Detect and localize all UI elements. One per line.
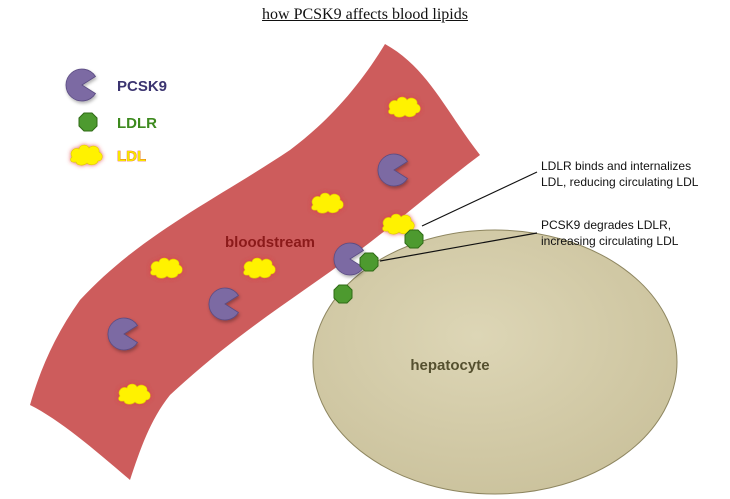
hepatocyte-label: hepatocyte [410,357,489,374]
legend-ldl-icon [70,144,103,166]
note-degrade-line1: PCSK9 degrades LDLR, [541,218,671,232]
ldlr-receptor [359,252,379,272]
callout-line-degrade [379,232,538,262]
legend-pcsk9-icon [65,68,96,102]
legend-ldlr-label: LDLR [117,115,157,132]
ldlr-receptor [404,229,424,249]
note-internalize-line1: LDLR binds and internalizes [541,159,691,173]
callout-line-internalize [421,171,538,227]
legend: PCSK9 LDLR LDL [65,68,167,166]
hepatocyte-cell [312,229,678,495]
bloodstream-label: bloodstream [225,234,315,251]
legend-pcsk9-label: PCSK9 [117,78,167,95]
note-degrade-line2: increasing circulating LDL [541,234,679,248]
legend-ldlr-icon [78,112,98,132]
ldlr-receptor [333,284,353,304]
note-internalize-line2: LDL, reducing circulating LDL [541,175,699,189]
legend-ldl-label: LDL [117,148,146,165]
diagram-title: how PCSK9 affects blood lipids [262,6,468,23]
pcsk9-molecule [333,242,364,276]
